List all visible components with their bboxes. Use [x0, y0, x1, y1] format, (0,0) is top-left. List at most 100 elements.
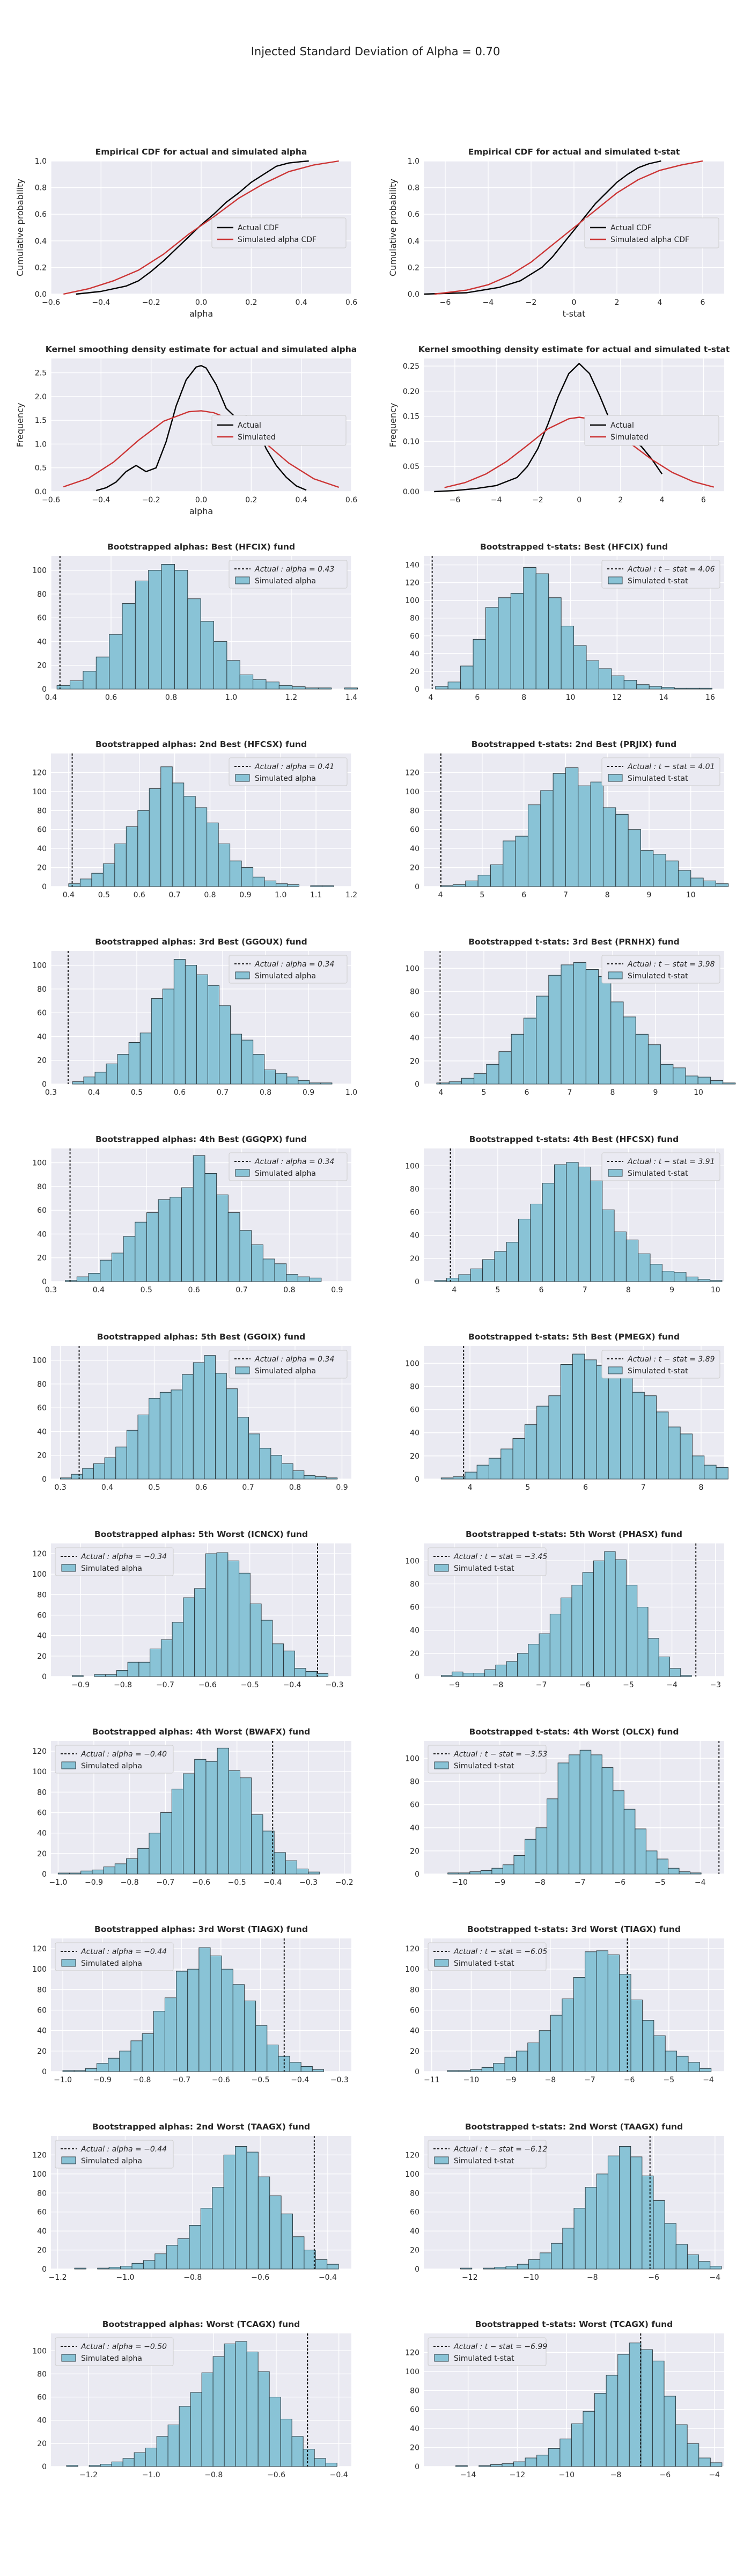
- histogram-bar: [259, 1447, 271, 1480]
- y-tick-label: 20: [37, 1850, 47, 1858]
- y-tick-label: 0.8: [408, 184, 419, 193]
- histogram-bar: [275, 1073, 288, 1085]
- x-tick-label: −0.2: [335, 1878, 354, 1887]
- histogram-bar: [630, 1999, 643, 2072]
- y-tick-label: 120: [32, 1550, 47, 1558]
- histogram-bar: [128, 1042, 141, 1085]
- legend: Actual Simulated: [211, 415, 347, 446]
- chart-title: Kernel smoothing density estimate for ac…: [46, 345, 357, 354]
- histogram-bar: [160, 766, 173, 887]
- legend-label-actual: Actual : t − stat = −6.05: [453, 1948, 547, 1956]
- histogram-bar: [561, 1597, 572, 1677]
- x-tick-label: −0.6: [192, 1878, 210, 1887]
- legend-swatch-simulated: [235, 1169, 250, 1177]
- panel-19: −1.0 −0.9 −0.8 −0.7 −0.6 −0.5 −0.4 −0.3 0 20 40 60 8…: [32, 1924, 351, 2084]
- y-tick-label: 100: [32, 788, 47, 796]
- histogram-bar: [292, 1470, 305, 1480]
- x-tick-label: 7: [583, 1286, 587, 1294]
- y-tick-label: 0.05: [403, 463, 419, 471]
- x-tick-label: 7: [563, 891, 568, 899]
- histogram-bar: [56, 685, 71, 690]
- chart-title: Empirical CDF for actual and simulated t…: [468, 147, 680, 157]
- histogram-bar: [91, 873, 104, 887]
- histogram-bar: [469, 1871, 481, 1875]
- histogram-bar: [617, 2354, 630, 2467]
- x-tick-label: 0.9: [331, 1286, 343, 1294]
- x-tick-label: −11: [424, 2076, 440, 2084]
- y-tick-label: 40: [410, 845, 419, 853]
- legend: Actual : t − stat = 4.06 Simulated t-stat: [601, 560, 720, 589]
- histogram-bar: [573, 2208, 586, 2270]
- legend-label-actual: Actual : alpha = 0.34: [254, 1355, 334, 1364]
- panel-23: −1.2 −1.0 −0.8 −0.6 −0.4 0 20 40 60 80 100 Bootstra…: [32, 2319, 351, 2479]
- histogram-bar: [82, 1468, 94, 1480]
- histogram-bar: [630, 2156, 643, 2270]
- legend-label: Simulated alpha CDF: [238, 236, 316, 244]
- x-tick-label: 0.8: [260, 1088, 271, 1097]
- y-tick-label: 0: [415, 685, 419, 694]
- y-tick-label: 100: [32, 1357, 47, 1365]
- histogram-bar: [172, 1622, 184, 1677]
- y-tick-label: 100: [405, 1754, 419, 1763]
- x-tick-label: −12: [510, 2471, 526, 2479]
- y-axis-label: Cumulative probability: [388, 179, 398, 276]
- y-tick-label: 120: [32, 2151, 47, 2160]
- histogram-bar: [200, 2208, 213, 2270]
- x-tick-label: 7: [641, 1483, 646, 1492]
- histogram-bar: [676, 2055, 689, 2072]
- histogram-bar: [452, 1671, 463, 1677]
- y-tick-label: 0.4: [408, 237, 419, 246]
- histogram-bar: [704, 1465, 717, 1480]
- y-tick-label: 20: [37, 1452, 47, 1460]
- y-tick-label: 120: [405, 1945, 419, 1953]
- histogram-bar: [687, 2443, 700, 2467]
- histogram-bar: [500, 1448, 513, 1480]
- histogram-bar: [585, 2187, 597, 2270]
- histogram-bar: [653, 854, 666, 887]
- x-tick-label: 8: [698, 1483, 703, 1492]
- histogram-bar: [239, 1572, 251, 1677]
- y-tick-label: 120: [32, 1747, 47, 1756]
- y-tick-label: 0.10: [403, 437, 419, 446]
- y-tick-label: 100: [32, 567, 47, 575]
- histogram-bar: [625, 1239, 639, 1282]
- x-tick-label: 1.1: [310, 891, 322, 899]
- legend: Actual : alpha = −0.44 Simulated alpha: [55, 1942, 174, 1971]
- y-tick-label: 0: [42, 1278, 47, 1286]
- legend-label-simulated: Simulated t-stat: [454, 2157, 514, 2165]
- histogram-bar: [215, 1373, 227, 1480]
- histogram-bar: [267, 2044, 279, 2072]
- histogram-bar: [571, 1585, 583, 1677]
- panel-17: −1.0 −0.9 −0.8 −0.7 −0.6 −0.5 −0.4 −0.3 −0.2 0 20 4…: [32, 1727, 353, 1887]
- x-tick-label: 6: [701, 496, 706, 504]
- histogram-bar: [105, 1674, 117, 1677]
- histogram-bar: [134, 2452, 146, 2467]
- histogram-bar: [440, 1477, 454, 1480]
- x-tick-label: −0.8: [183, 2273, 202, 2282]
- histogram-bar: [120, 2266, 132, 2270]
- x-tick-label: −10: [452, 1878, 468, 1887]
- x-tick-label: −6: [579, 1681, 591, 1689]
- histogram-bar: [527, 2043, 540, 2072]
- histogram-bar: [179, 2406, 191, 2467]
- chart-title: Bootstrapped t-stats: 4th Worst (OLCX) f…: [469, 1727, 679, 1737]
- legend-swatch-simulated: [61, 1761, 76, 1769]
- histogram-bar: [126, 826, 138, 887]
- y-tick-label: 60: [410, 1604, 419, 1612]
- histogram-bar: [146, 1212, 159, 1282]
- x-tick-label: 4: [468, 1483, 473, 1492]
- y-tick-label: 40: [37, 2027, 47, 2036]
- histogram-bar: [283, 1650, 295, 1677]
- histogram-bar: [687, 2254, 700, 2270]
- x-tick-label: −0.6: [42, 496, 60, 504]
- histogram-bar: [629, 2343, 642, 2467]
- legend: Actual : t − stat = 3.89 Simulated t-stat: [601, 1350, 720, 1379]
- x-tick-label: −4: [710, 2273, 721, 2282]
- histogram-bar: [573, 645, 587, 690]
- histogram-bar: [619, 1974, 631, 2072]
- histogram-bar: [461, 1078, 475, 1085]
- legend-label: Actual CDF: [238, 224, 279, 232]
- histogram-bar: [119, 2051, 131, 2072]
- y-tick-label: 40: [37, 638, 47, 646]
